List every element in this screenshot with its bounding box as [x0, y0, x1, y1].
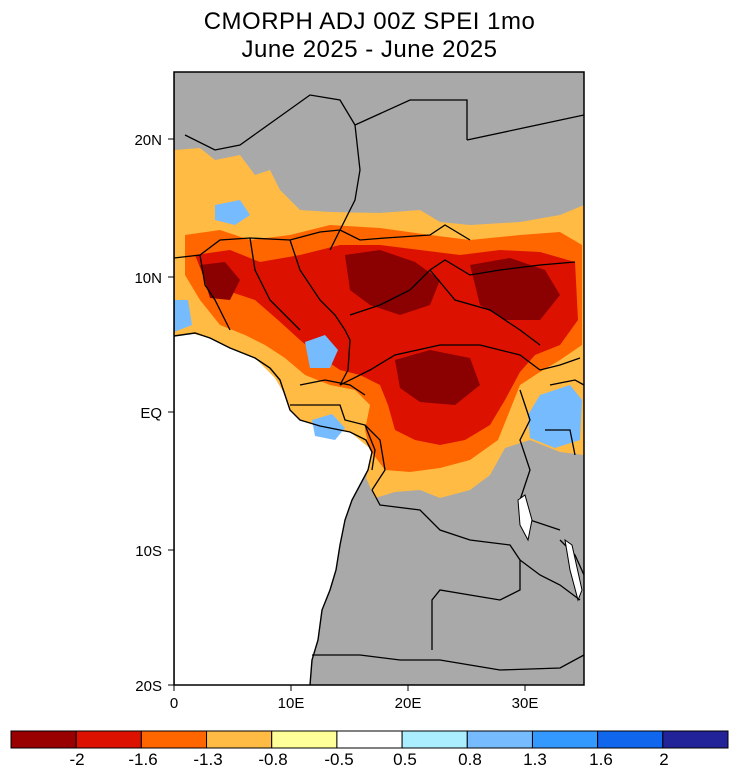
- lat-axis: 20N 10N EQ 10S 20S: [134, 132, 174, 695]
- lon-axis: 0 10E 20E 30E: [170, 685, 539, 712]
- colorbar-swatch: [271, 730, 338, 749]
- lat-tick-eq: EQ: [140, 405, 162, 422]
- colorbar-swatch: [206, 730, 273, 749]
- colorbar-swatch: [662, 730, 729, 749]
- spei-extreme-dry-core: [395, 350, 480, 405]
- colorbar-label: 2: [659, 750, 669, 769]
- colorbar-label: -1.6: [128, 750, 158, 769]
- map-content: [174, 72, 584, 685]
- lake: [564, 538, 583, 602]
- coastline: [174, 332, 373, 685]
- colorbar-label: -0.5: [324, 750, 354, 769]
- country-borders: [174, 72, 584, 685]
- spei-wet-patch: [174, 300, 192, 332]
- lon-tick-0: 0: [170, 695, 178, 712]
- spei-wet-patch: [305, 335, 338, 368]
- spei-wet-patch: [215, 200, 250, 225]
- colorbar-swatch: [336, 730, 403, 749]
- colorbar-label: -1.3: [193, 750, 223, 769]
- lat-tick-10s: 10S: [135, 543, 162, 560]
- lon-tick-10e: 10E: [278, 695, 305, 712]
- spei-wet-patch: [528, 385, 582, 448]
- colorbar-swatch: [531, 730, 599, 749]
- colorbar-label: 1.3: [523, 750, 547, 769]
- colorbar-label: -0.8: [258, 750, 288, 769]
- map-frame: [173, 71, 585, 686]
- colorbar-swatch: [466, 730, 533, 749]
- lat-tick-10n: 10N: [134, 270, 162, 287]
- chart-subtitle: June 2025 - June 2025: [241, 36, 498, 63]
- lat-tick-20s: 20S: [135, 678, 162, 695]
- lake: [517, 494, 533, 542]
- lon-tick-20e: 20E: [395, 695, 422, 712]
- colorbar-label: -2: [69, 750, 85, 769]
- colorbar-swatch: [401, 730, 468, 749]
- chart-title: CMORPH ADJ 00Z SPEI 1mo: [203, 8, 536, 35]
- lat-tick-20n: 20N: [134, 132, 162, 149]
- colorbar-label: 0.8: [458, 750, 482, 769]
- colorbar: [10, 730, 729, 749]
- spei-extreme-dry-core: [200, 262, 240, 300]
- colorbar-swatch: [597, 730, 664, 749]
- spei-extreme-dry-core: [345, 250, 440, 315]
- colorbar-label: 1.6: [589, 750, 613, 769]
- spei-extreme-dry-core: [470, 258, 560, 320]
- colorbar-swatch: [140, 730, 208, 749]
- colorbar-swatch: [75, 730, 142, 749]
- colorbar-label: 0.5: [393, 750, 417, 769]
- colorbar-swatch: [10, 730, 77, 749]
- lon-tick-30e: 30E: [512, 695, 539, 712]
